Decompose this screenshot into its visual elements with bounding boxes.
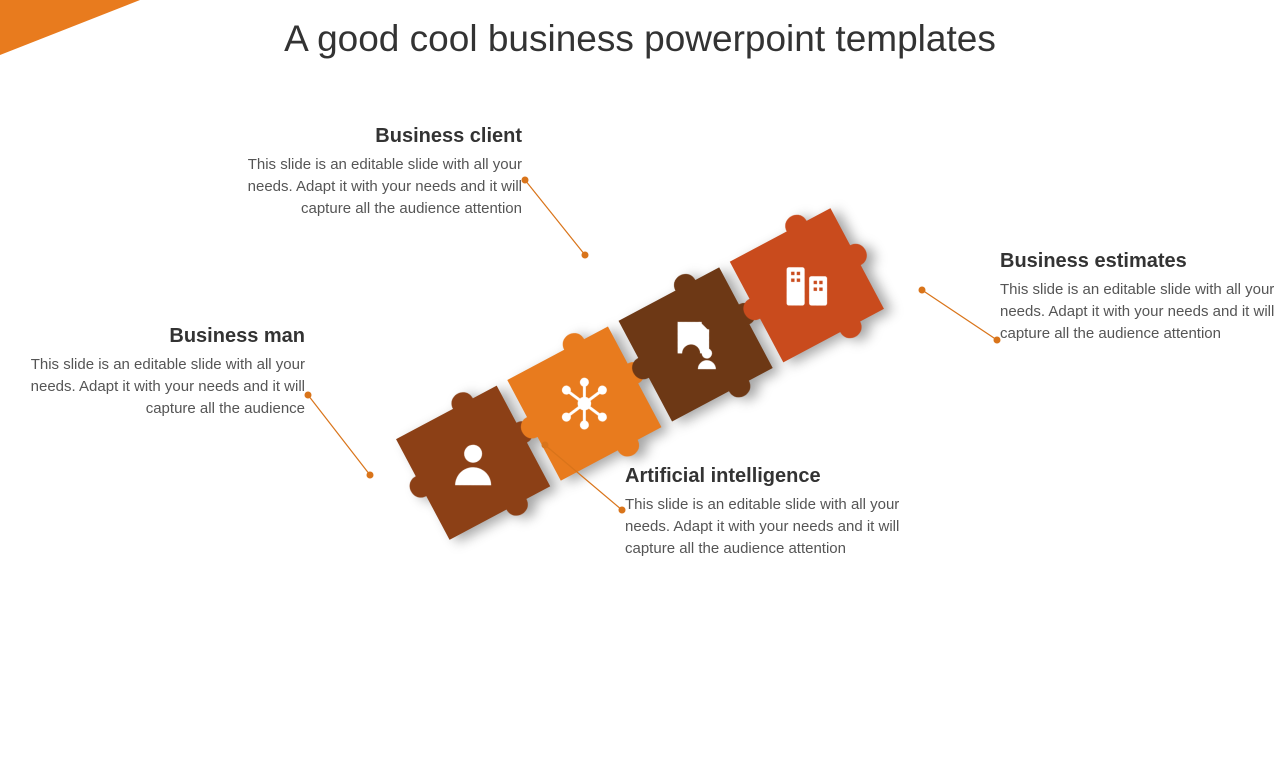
- callout-title: Business man: [30, 325, 305, 348]
- network-icon: [557, 377, 611, 431]
- callout-title: Business client: [247, 125, 522, 148]
- callout-business-client: Business client This slide is an editabl…: [247, 125, 522, 219]
- callout-body: This slide is an editable slide with all…: [1000, 279, 1275, 344]
- person-icon: [446, 436, 500, 490]
- slide-title: A good cool business powerpoint template…: [0, 18, 1280, 60]
- document-user-icon: [669, 318, 723, 372]
- buildings-icon: [780, 259, 834, 313]
- callout-body: This slide is an editable slide with all…: [30, 354, 305, 419]
- callout-body: This slide is an editable slide with all…: [247, 154, 522, 219]
- callout-title: Business estimates: [1000, 250, 1275, 273]
- callout-business-man: Business man This slide is an editable s…: [30, 325, 305, 419]
- callout-business-estimates: Business estimates This slide is an edit…: [1000, 250, 1275, 344]
- callout-title: Artificial intelligence: [625, 465, 900, 488]
- callout-body: This slide is an editable slide with all…: [625, 494, 900, 559]
- callout-artificial-intelligence: Artificial intelligence This slide is an…: [625, 465, 900, 559]
